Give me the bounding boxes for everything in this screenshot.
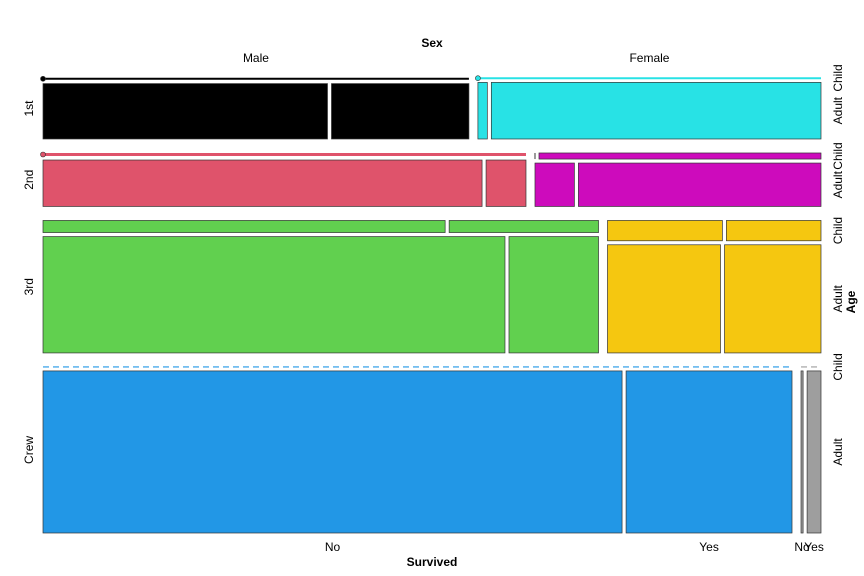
sex-label-Female: Female: [629, 51, 669, 65]
tile-2nd-Male-Adult-No: [42, 159, 483, 207]
age-header-label: Age: [844, 290, 858, 313]
thin-tile-marker: [475, 75, 481, 81]
labels-layer: Sex Survived Age 1stChildAdult2ndChildAd…: [22, 36, 858, 569]
survived-label-Male-Yes: Yes: [699, 540, 719, 554]
age-label-Crew-Adult: Adult: [831, 438, 845, 466]
tile-1st-Female-Adult-Yes: [490, 82, 822, 140]
class-label-Crew: Crew: [22, 436, 36, 464]
tile-2nd-Female-Child-Yes: [538, 152, 822, 160]
tile-Crew-Male-Adult-No: [42, 370, 623, 534]
tiles-layer: [40, 75, 822, 534]
age-label-1st-Adult: Adult: [831, 96, 845, 124]
class-label-1st: 1st: [22, 100, 36, 117]
tile-3rd-Male-Child-No: [42, 220, 446, 233]
age-label-2nd-Child: Child: [831, 142, 845, 169]
tile-3rd-Male-Adult-Yes: [508, 236, 599, 354]
age-label-1st-Child: Child: [831, 64, 845, 91]
tile-3rd-Male-Adult-No: [42, 236, 506, 354]
survived-label-Male-No: No: [325, 540, 341, 554]
tile-3rd-Male-Child-Yes: [448, 220, 599, 233]
tile-3rd-Female-Child-Yes: [726, 220, 822, 242]
tile-2nd-Female-Adult-Yes: [578, 162, 822, 207]
age-label-Crew-Child: Child: [831, 353, 845, 380]
tile-Crew-Female-Adult-Yes: [806, 370, 822, 534]
age-label-2nd-Adult: Adult: [831, 170, 845, 198]
age-label-3rd-Child: Child: [831, 217, 845, 244]
tile-3rd-Female-Child-No: [607, 220, 723, 242]
thin-tile-marker: [40, 75, 46, 82]
tile-1st-Female-Adult-No: [477, 82, 488, 140]
tile-Crew-Male-Adult-Yes: [625, 370, 793, 534]
age-label-3rd-Adult: Adult: [831, 285, 845, 313]
sex-label-Male: Male: [243, 51, 269, 65]
x-axis-title: Survived: [407, 555, 458, 569]
survived-label-Female-No: No: [794, 540, 810, 554]
tile-2nd-Male-Adult-Yes: [485, 159, 527, 207]
sex-header-label: Sex: [421, 36, 443, 50]
tile-3rd-Female-Adult-Yes: [724, 244, 822, 354]
class-label-3rd: 3rd: [22, 278, 36, 295]
tile-Crew-Female-Adult-No: [800, 370, 804, 534]
tile-2nd-Female-Adult-No: [534, 162, 575, 207]
class-label-2nd: 2nd: [22, 170, 36, 190]
tile-1st-Male-Adult-No: [42, 83, 328, 140]
survived-label-Female-Yes: Yes: [804, 540, 824, 554]
thin-tile-marker: [40, 151, 46, 158]
tile-3rd-Female-Adult-No: [607, 244, 721, 354]
tile-1st-Male-Adult-Yes: [331, 83, 470, 140]
